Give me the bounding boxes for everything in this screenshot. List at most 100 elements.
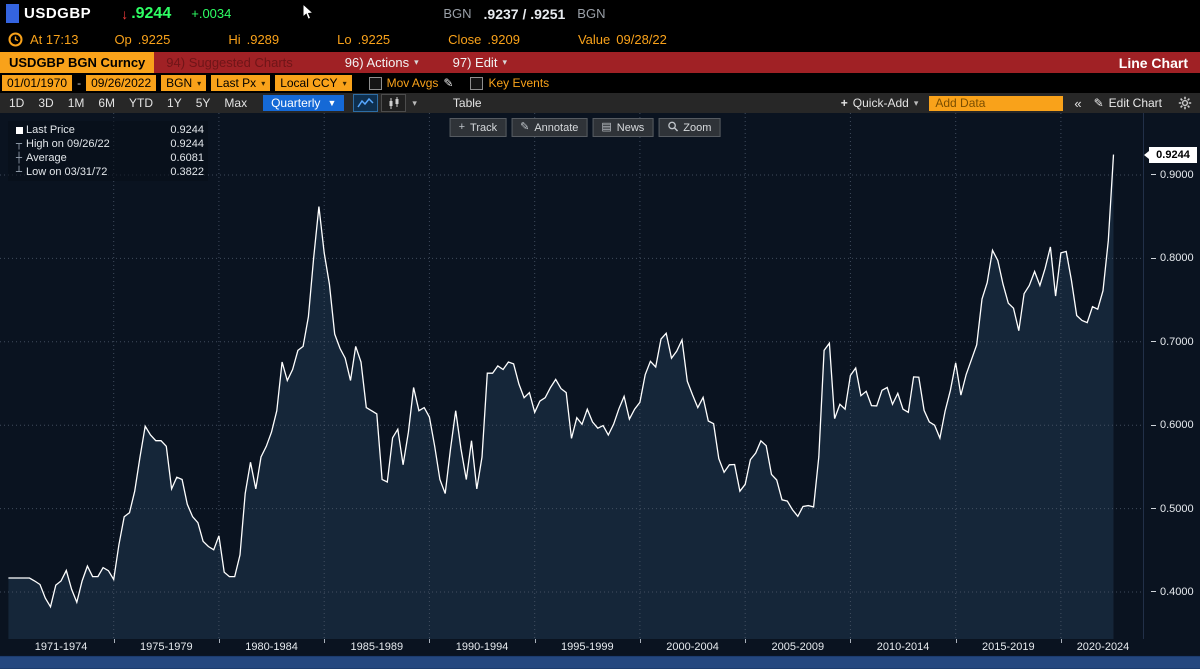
news-button[interactable]: ▤ News: [592, 118, 654, 137]
quick-add-label: Quick-Add: [852, 96, 909, 110]
legend-label: High on 09/26/22: [26, 138, 110, 150]
security-field[interactable]: USDGBP BGN Curncy: [0, 52, 155, 73]
x-axis-tick: [639, 639, 641, 643]
track-label: Track: [470, 121, 498, 134]
range-tab-3d[interactable]: 3D: [38, 96, 54, 110]
view-title: Line Chart: [1118, 54, 1188, 71]
menu-actions[interactable]: 96) Actions ▾: [345, 55, 419, 70]
x-axis-tick: [745, 639, 747, 643]
settings-gear-icon[interactable]: [1178, 96, 1192, 110]
x-axis-label: 1990-1994: [455, 641, 509, 653]
chevron-down-icon: ▼: [327, 98, 337, 108]
source-value: BGN: [166, 76, 193, 90]
currency-select[interactable]: Local CCY ▾: [275, 75, 352, 91]
close-value: .9209: [487, 32, 520, 47]
source-select[interactable]: BGN ▾: [161, 75, 207, 91]
legend-value: 0.3822: [170, 166, 204, 178]
news-label: News: [616, 121, 645, 134]
plus-icon: +: [840, 96, 848, 110]
x-axis-label: 2020-2024: [1076, 641, 1130, 653]
high-stat: Hi .9289: [228, 32, 279, 47]
bid-ask-quote: .9237 / .9251: [483, 5, 566, 22]
table-button[interactable]: Table: [452, 96, 482, 110]
menu-actions-label: 96) Actions: [344, 55, 410, 70]
open-value: .9225: [137, 32, 171, 47]
range-tab-1d[interactable]: 1D: [9, 96, 25, 110]
low-stat: Lo .9225: [337, 32, 390, 47]
low-marker-icon: ┴: [15, 166, 23, 178]
range-tab-ytd[interactable]: YTD: [129, 96, 154, 110]
mov-avgs-checkbox[interactable]: [368, 76, 382, 90]
legend-last-price-row: Last Price 0.9244: [12, 123, 204, 137]
clock-icon: [8, 32, 23, 47]
chart-tool-buttons: + Track ✎ Annotate ▤ News Zoom: [449, 118, 721, 137]
price-source-label: BGN: [443, 6, 472, 21]
price-type-select[interactable]: Last Px ▾: [211, 75, 271, 91]
range-tab-max[interactable]: Max: [224, 96, 248, 110]
legend-value: 0.6081: [170, 152, 204, 164]
chart-horizontal-scrollbar[interactable]: [0, 655, 1200, 669]
candle-chart-type-button[interactable]: [381, 94, 407, 112]
line-chart-icon: [357, 97, 374, 108]
x-axis-label: 2015-2019: [981, 641, 1035, 653]
mov-avgs-label: Mov Avgs: [386, 76, 439, 90]
x-axis-label: 1975-1979: [139, 641, 193, 653]
range-tab-5y[interactable]: 5Y: [195, 96, 211, 110]
news-icon: ▤: [601, 121, 612, 133]
chevron-down-icon: ▾: [197, 78, 202, 88]
edit-chart-label: Edit Chart: [1108, 96, 1162, 110]
x-axis-label: 1980-1984: [245, 641, 298, 653]
x-axis-label: 1995-1999: [560, 641, 614, 653]
value-date-stat: Value 09/28/22: [578, 32, 667, 47]
high-label: Hi: [228, 32, 241, 47]
menu-edit-label: 97) Edit: [452, 55, 498, 70]
collapse-panel-button[interactable]: «: [1074, 95, 1082, 111]
x-axis-tick: [1060, 639, 1062, 643]
legend-value: 0.9244: [170, 124, 204, 136]
low-label: Lo: [337, 32, 352, 47]
range-tab-6m[interactable]: 6M: [98, 96, 116, 110]
high-value: .9289: [246, 32, 280, 47]
pencil-icon: ✎: [1093, 96, 1104, 110]
x-axis-label: 1985-1989: [350, 641, 404, 653]
legend-high-row: ┬ High on 09/26/22 0.9244: [12, 137, 204, 151]
zoom-button[interactable]: Zoom: [658, 118, 721, 137]
period-dropdown[interactable]: Quarterly ▼: [263, 95, 345, 111]
terminal-cursor-block: [6, 4, 19, 23]
range-tab-1y[interactable]: 1Y: [167, 96, 182, 110]
menu-suggested-charts[interactable]: 94) Suggested Charts: [166, 55, 293, 70]
chart-type-chevron-icon[interactable]: ▾: [412, 97, 417, 108]
y-axis-label: 0.8000: [1151, 252, 1194, 264]
last-price-marker: [12, 126, 26, 134]
x-axis-tick: [113, 639, 115, 643]
menu-edit[interactable]: 97) Edit ▾: [453, 55, 507, 70]
session-stats-row: At 17:13 Op .9225 Hi .9289 Lo .9225 Clos…: [0, 27, 1200, 52]
y-axis-label: 0.4000: [1151, 586, 1194, 598]
date-to-value: 09/26/2022: [91, 76, 152, 90]
date-to-field[interactable]: 09/26/2022: [86, 75, 157, 91]
price-line-chart[interactable]: [0, 113, 1143, 639]
edit-chart-button[interactable]: ✎ Edit Chart: [1094, 96, 1162, 110]
value-date: 09/28/22: [616, 32, 667, 47]
x-axis-tick: [218, 639, 220, 643]
x-axis-label: 2000-2004: [666, 641, 719, 653]
add-data-input[interactable]: Add Data: [929, 95, 1064, 111]
y-axis-label: 0.5000: [1151, 503, 1194, 515]
line-chart-type-button[interactable]: [353, 94, 379, 112]
open-stat: Op .9225: [114, 32, 170, 47]
quick-add-button[interactable]: + Quick-Add ▾: [841, 96, 919, 110]
date-from-field[interactable]: 01/01/1970: [2, 75, 73, 91]
track-button[interactable]: + Track: [449, 118, 507, 137]
chart-panel: Last Price 0.9244 ┬ High on 09/26/22 0.9…: [0, 113, 1200, 669]
as-of-time: At 17:13: [30, 32, 79, 47]
chevron-down-icon: ▾: [261, 78, 266, 88]
ticker-symbol: USDGBP: [24, 5, 92, 22]
annotate-button[interactable]: ✎ Annotate: [511, 118, 588, 137]
zoom-magnifier-icon: [667, 121, 678, 135]
key-events-checkbox[interactable]: [470, 76, 484, 90]
scrollbar-handle[interactable]: [0, 657, 1200, 668]
x-axis-tick: [324, 639, 326, 643]
mov-avgs-pencil-icon[interactable]: ✎: [443, 76, 454, 90]
price-type-value: Last Px: [216, 76, 257, 90]
range-tab-1m[interactable]: 1M: [67, 96, 85, 110]
